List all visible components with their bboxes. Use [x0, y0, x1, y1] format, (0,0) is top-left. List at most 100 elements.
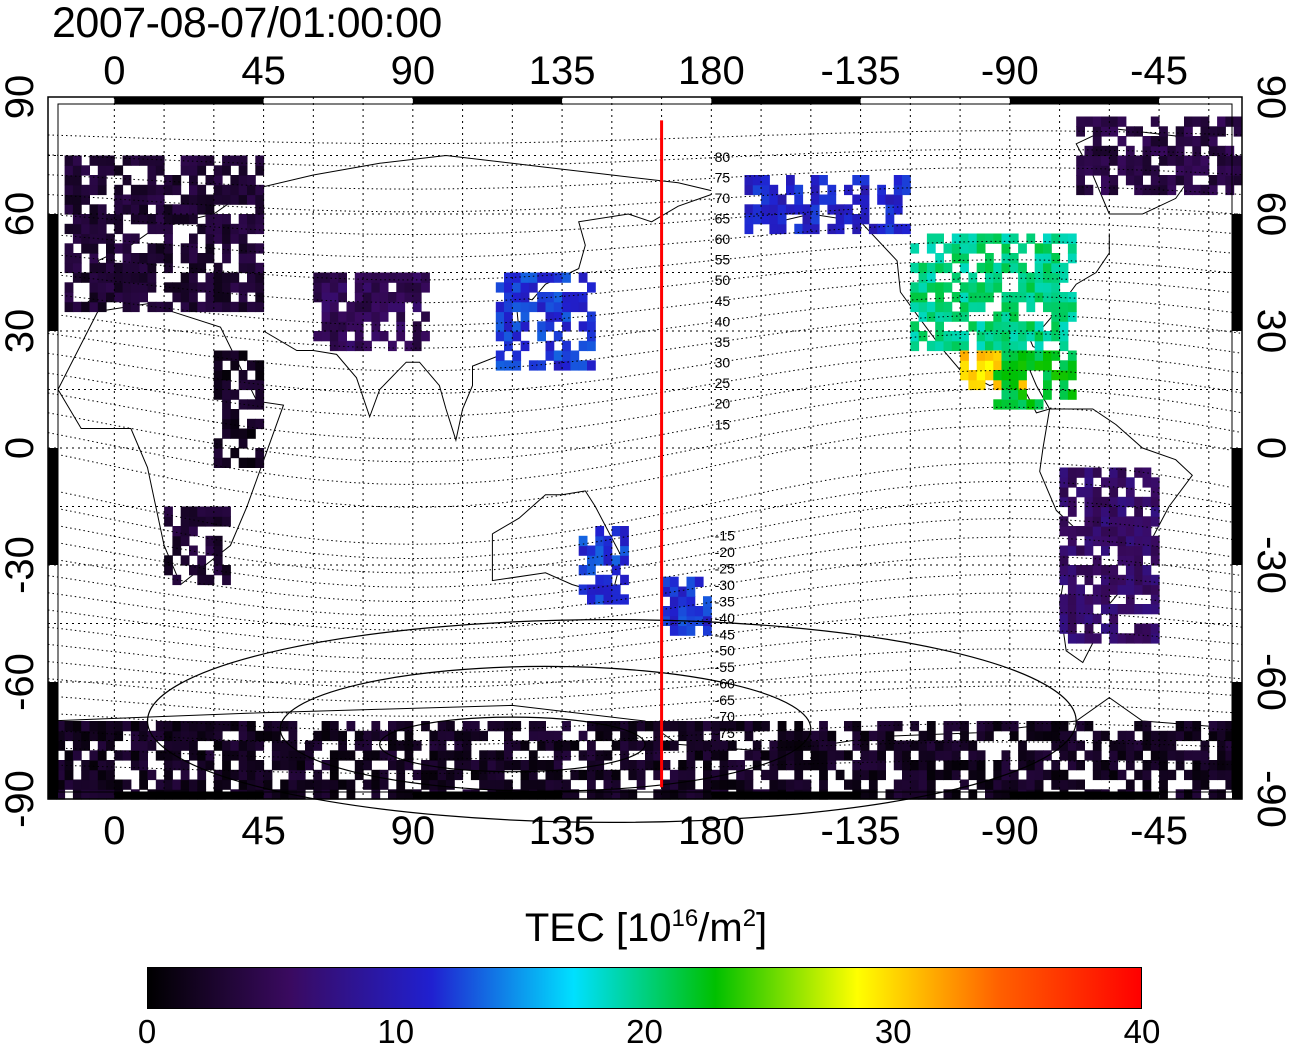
tec-cell — [537, 292, 546, 303]
tec-cell — [1051, 321, 1061, 332]
tec-cell — [189, 779, 198, 790]
tec-cell — [1217, 175, 1226, 186]
tec-cell — [89, 243, 99, 254]
tec-cell — [72, 730, 82, 742]
tec-cell — [1225, 779, 1235, 790]
tec-cell — [1101, 155, 1110, 166]
tec-cell — [727, 760, 737, 771]
tec-cell — [189, 253, 198, 264]
tec-cell — [1018, 370, 1027, 381]
tec-cell — [205, 574, 215, 586]
tec-cell — [122, 155, 132, 166]
magnetic-latitude-contour — [47, 130, 1243, 145]
tec-cell — [238, 457, 248, 468]
tec-cell — [180, 155, 190, 166]
tec-cell — [587, 282, 596, 293]
tec-cell — [1018, 272, 1027, 283]
tec-cell — [860, 750, 870, 761]
tec-cell — [329, 272, 339, 283]
tec-region — [744, 175, 911, 235]
tec-cell — [1034, 750, 1044, 761]
tec-cell — [1009, 340, 1019, 352]
tec-cell — [130, 194, 140, 205]
tec-cell — [727, 721, 737, 732]
tec-cell — [528, 769, 538, 781]
tec-cell — [329, 321, 339, 332]
tec-cell — [97, 779, 107, 790]
tec-cell — [1051, 740, 1061, 751]
tec-cell — [213, 233, 223, 244]
tec-cell — [976, 331, 986, 342]
tec-cell — [545, 779, 555, 790]
tec-cell — [479, 769, 488, 781]
tec-cell — [943, 789, 953, 800]
y-tick-label-right: 60 — [1249, 192, 1292, 237]
tec-cell — [1018, 262, 1027, 274]
tec-cell — [545, 321, 555, 332]
tec-cell — [197, 779, 207, 790]
tec-cell — [1076, 633, 1085, 644]
tec-cell — [1109, 506, 1119, 517]
tec-cell — [578, 360, 588, 371]
tec-cell — [97, 730, 107, 742]
tec-cell — [951, 233, 961, 244]
tec-cell — [1043, 350, 1052, 361]
tec-cell — [213, 370, 223, 381]
tec-cell — [993, 321, 1003, 332]
tec-cell — [172, 545, 182, 556]
tec-cell — [1200, 136, 1210, 147]
tec-cell — [1109, 526, 1119, 537]
tec-cell — [968, 243, 978, 254]
tec-cell — [603, 789, 613, 800]
tec-cell — [139, 204, 148, 215]
tec-cell — [1034, 253, 1044, 264]
tec-cell — [437, 750, 447, 761]
tec-cell — [636, 769, 646, 781]
tec-cell — [97, 292, 107, 303]
tec-cell — [1092, 565, 1102, 576]
tec-cell — [255, 360, 265, 371]
tec-cell — [1051, 292, 1061, 303]
tec-cell — [238, 379, 248, 391]
tec-cell — [1018, 740, 1027, 751]
tec-cell — [1159, 155, 1168, 166]
tec-cell — [777, 750, 787, 761]
tec-cell — [72, 214, 82, 225]
tec-cell — [968, 789, 978, 800]
tec-cell — [130, 253, 140, 264]
tec-cell — [636, 779, 646, 790]
tec-cell — [122, 204, 132, 215]
tec-cell — [263, 769, 273, 781]
tec-cell — [155, 204, 165, 215]
tec-cell — [769, 214, 779, 225]
tec-cell — [1092, 750, 1102, 761]
tec-cell — [686, 606, 696, 617]
tec-cell — [247, 175, 256, 186]
tec-cell — [429, 730, 439, 742]
tec-cell — [388, 730, 397, 742]
tec-cell — [255, 262, 265, 274]
magnetic-latitude-contour — [47, 480, 1243, 559]
contour-label: 20 — [715, 396, 731, 412]
tec-cell — [329, 311, 339, 322]
tec-cell — [1067, 360, 1077, 371]
tec-cell — [1076, 604, 1085, 615]
tec-cell — [504, 730, 513, 742]
tec-cell — [222, 760, 231, 771]
tec-cell — [926, 340, 936, 352]
tec-cell — [130, 721, 140, 732]
tec-cell — [893, 184, 903, 196]
tec-cell — [412, 292, 422, 303]
frame-bar-bottom — [114, 792, 264, 799]
tec-cell — [222, 516, 231, 527]
tec-cell — [56, 721, 66, 732]
tec-cell — [1101, 145, 1110, 157]
x-tick-label-top: -90 — [981, 49, 1039, 93]
tec-cell — [1208, 769, 1218, 781]
tec-cell — [164, 565, 173, 576]
tec-cell — [1225, 721, 1235, 732]
tec-cell — [910, 721, 920, 732]
tec-cell — [1200, 779, 1210, 790]
tec-cell — [1109, 116, 1119, 127]
tec-cell — [719, 721, 729, 732]
